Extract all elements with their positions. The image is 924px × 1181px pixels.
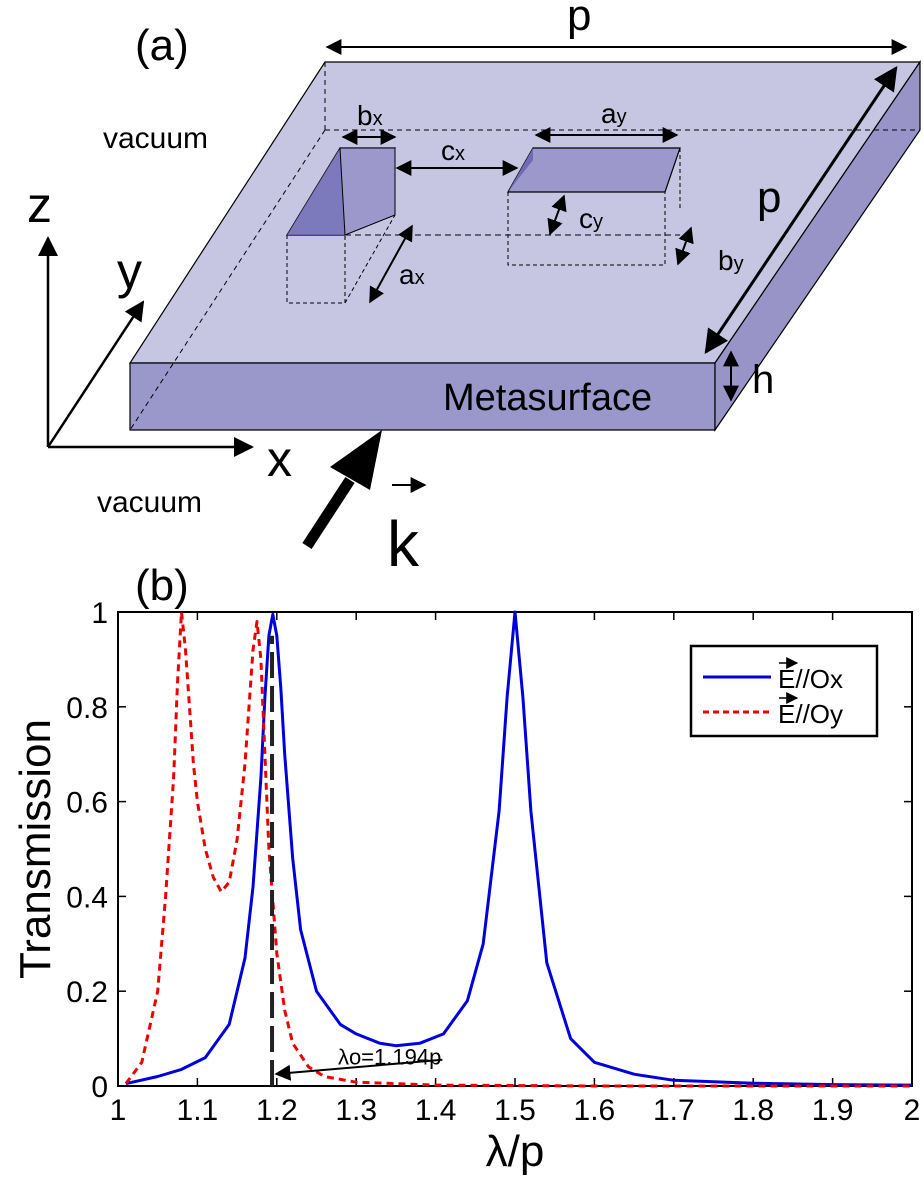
y-axis-label: y (117, 243, 142, 299)
y-tick-label: 0 (91, 1071, 108, 1104)
x-tick-label: 1.7 (653, 1094, 695, 1127)
hole-y (506, 147, 681, 266)
cx-label: cx (441, 135, 465, 166)
vacuum-top-label: vacuum (103, 122, 208, 155)
x-tick-label: 1.3 (335, 1094, 377, 1127)
x-axis-title: λ/p (486, 1127, 545, 1176)
panel-b-label: (b) (135, 561, 189, 610)
y-tick-label: 0.8 (66, 692, 108, 725)
y-tick-label: 0.6 (66, 787, 108, 820)
vacuum-bottom-label: vacuum (97, 486, 202, 519)
y-axis (46, 300, 145, 448)
x-tick-label: 1.5 (494, 1094, 536, 1127)
hole-y-opening (506, 147, 681, 193)
legend-box (689, 644, 879, 738)
wavevector-arrow-head (330, 430, 382, 490)
x-tick-label: 1.1 (177, 1094, 219, 1127)
y-tick-label: 1 (91, 597, 108, 630)
panel-b: (b) 1 1.1 1.2 1.3 1.4 1.5 1.6 1.7 1.8 1.9 2 0 0.2 0.4… (11, 561, 920, 1176)
legend: E//Ox E//Oy (689, 644, 879, 738)
marker-layer: λo=1.194p (270, 635, 443, 1086)
series-line-ox (125, 610, 913, 1087)
h-label: h (752, 358, 774, 402)
y-tick-label: 0.4 (66, 881, 108, 914)
by-label: by (718, 245, 744, 276)
x-tick-label: 2 (904, 1094, 921, 1127)
panel-a: (a) vacuum vacuum p (27, 0, 922, 580)
bx-label: bx (357, 100, 383, 131)
series-line-oy (124, 610, 912, 1088)
slab-top-face (128, 61, 922, 364)
ax-label: ax (399, 259, 425, 290)
panel-a-label: (a) (135, 21, 189, 70)
ax-arrow (369, 224, 413, 304)
x-tick-label: 1 (110, 1094, 127, 1127)
p-top-label: p (567, 0, 591, 40)
x-tick-label: 1.2 (256, 1094, 298, 1127)
wavevector-arrow-shaft (302, 476, 355, 550)
cy-arrow (547, 194, 567, 236)
legend-label-ox: E//Ox (778, 664, 843, 694)
x-tick-label: 1.8 (732, 1094, 774, 1127)
hole-y-hidden-edges (507, 192, 666, 266)
hole-y-inner-wall (508, 148, 533, 192)
z-axis-label: z (27, 177, 52, 233)
y-tick-label: 0.2 (66, 976, 108, 1009)
p-side-arrow (704, 66, 898, 354)
hole-x (285, 147, 397, 304)
wavevector-label: k (387, 508, 420, 580)
legend-label-oy: E//Oy (778, 699, 843, 729)
axis-ticks: 1 1.1 1.2 1.3 1.4 1.5 1.6 1.7 1.8 1.9 2 0 0.2 0.4 0.6 0… (66, 597, 920, 1127)
y-axis-title: Transmission (11, 719, 60, 979)
by-arrow (675, 226, 694, 266)
x-tick-label: 1.9 (812, 1094, 854, 1127)
metasurface-label: Metasurface (443, 377, 652, 419)
lambda0-annotation-label: λo=1.194p (338, 1045, 441, 1070)
hidden-edge-left-bottom (129, 129, 326, 431)
x-tick-label: 1.6 (574, 1094, 616, 1127)
x-axis-label: x (267, 431, 292, 487)
lambda0-annotation-arrow (274, 1058, 443, 1081)
ay-label: ay (601, 98, 627, 129)
cy-label: cy (579, 203, 603, 234)
x-tick-label: 1.4 (415, 1094, 457, 1127)
p-side-label: p (757, 173, 781, 222)
series-layer (124, 610, 913, 1088)
